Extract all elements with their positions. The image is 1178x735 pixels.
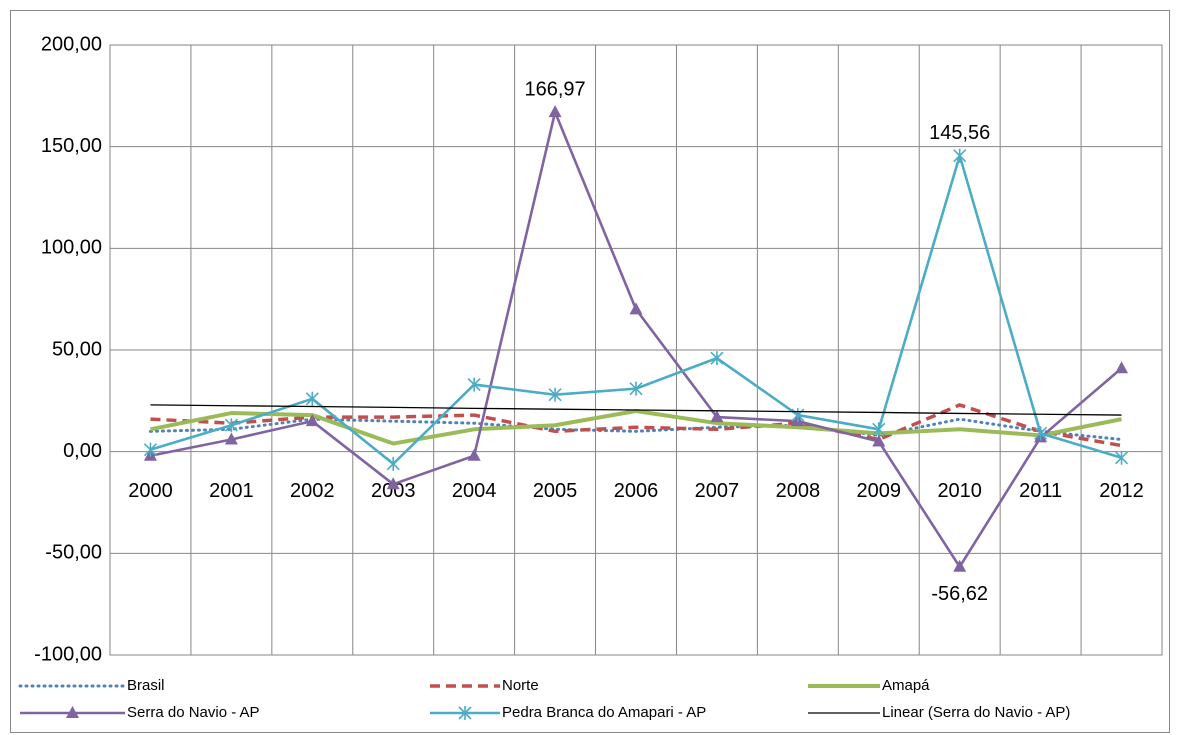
y-tick-label: 50,00 xyxy=(52,338,102,360)
plot-border xyxy=(109,44,1163,656)
marker-asterisk xyxy=(953,148,967,163)
series-line xyxy=(150,404,1122,416)
marker-triangle xyxy=(386,477,400,490)
x-tick-label: 2004 xyxy=(452,480,497,502)
x-tick-label: 2003 xyxy=(371,480,416,502)
y-tick-label: 100,00 xyxy=(41,237,102,259)
chart-border xyxy=(10,10,1170,733)
marker-asterisk xyxy=(305,391,319,406)
marker-triangle xyxy=(305,414,319,427)
y-tick-label: -50,00 xyxy=(45,542,102,564)
marker-asterisk xyxy=(1034,426,1048,441)
x-tick-label: 2008 xyxy=(776,480,821,502)
marker-asterisk xyxy=(458,706,472,720)
legend-item: Serra do Navio - AP xyxy=(20,704,260,721)
y-tick-label: 0,00 xyxy=(63,440,102,462)
x-tick-label: 2011 xyxy=(1019,480,1062,502)
legend-label: Serra do Navio - AP xyxy=(127,704,260,721)
marker-triangle xyxy=(66,706,79,718)
marker-triangle xyxy=(953,559,967,572)
legend-item: Amapá xyxy=(808,677,930,694)
marker-triangle xyxy=(1115,361,1129,374)
marker-asterisk xyxy=(872,422,886,437)
x-tick-label: 2009 xyxy=(857,480,902,502)
marker-triangle xyxy=(467,448,481,461)
marker-triangle xyxy=(629,302,643,315)
legend-item: Linear (Serra do Navio - AP) xyxy=(808,704,1070,721)
marker-asterisk xyxy=(143,442,158,457)
marker-asterisk xyxy=(467,377,481,392)
x-tick-label: 2001 xyxy=(209,480,254,502)
marker-asterisk xyxy=(710,351,724,366)
y-tick-label: 150,00 xyxy=(41,135,102,157)
marker-asterisk xyxy=(548,387,562,402)
y-tick-label: 200,00 xyxy=(41,33,102,55)
legend-label: Pedra Branca do Amapari - AP xyxy=(502,704,706,721)
marker-triangle xyxy=(548,105,562,118)
legend-label: Norte xyxy=(502,677,539,694)
marker-asterisk xyxy=(629,381,643,396)
marker-triangle xyxy=(224,432,238,445)
legend-label: Brasil xyxy=(127,677,165,694)
marker-asterisk xyxy=(224,418,238,433)
x-tick-label: 2012 xyxy=(1099,480,1144,502)
marker-triangle xyxy=(710,410,724,423)
legend-item: Brasil xyxy=(18,677,165,694)
legend-label: Linear (Serra do Navio - AP) xyxy=(882,704,1070,721)
x-tick-label: 2007 xyxy=(695,480,740,502)
x-tick-label: 2005 xyxy=(533,480,578,502)
marker-asterisk xyxy=(1114,450,1129,465)
marker-triangle xyxy=(872,434,886,447)
data-label: 166,97 xyxy=(524,78,585,100)
data-label: 145,56 xyxy=(929,122,990,144)
x-tick-label: 2002 xyxy=(290,480,335,502)
legend-item: Norte xyxy=(430,677,539,694)
x-tick-label: 2010 xyxy=(937,480,982,502)
x-tick-label: 2000 xyxy=(128,480,173,502)
x-tick-label: 2006 xyxy=(614,480,659,502)
marker-asterisk xyxy=(386,456,400,471)
y-tick-label: -100,00 xyxy=(34,643,102,665)
data-label: -56,62 xyxy=(931,583,988,605)
legend-label: Amapá xyxy=(882,677,930,694)
legend-item: Pedra Branca do Amapari - AP xyxy=(430,704,706,721)
